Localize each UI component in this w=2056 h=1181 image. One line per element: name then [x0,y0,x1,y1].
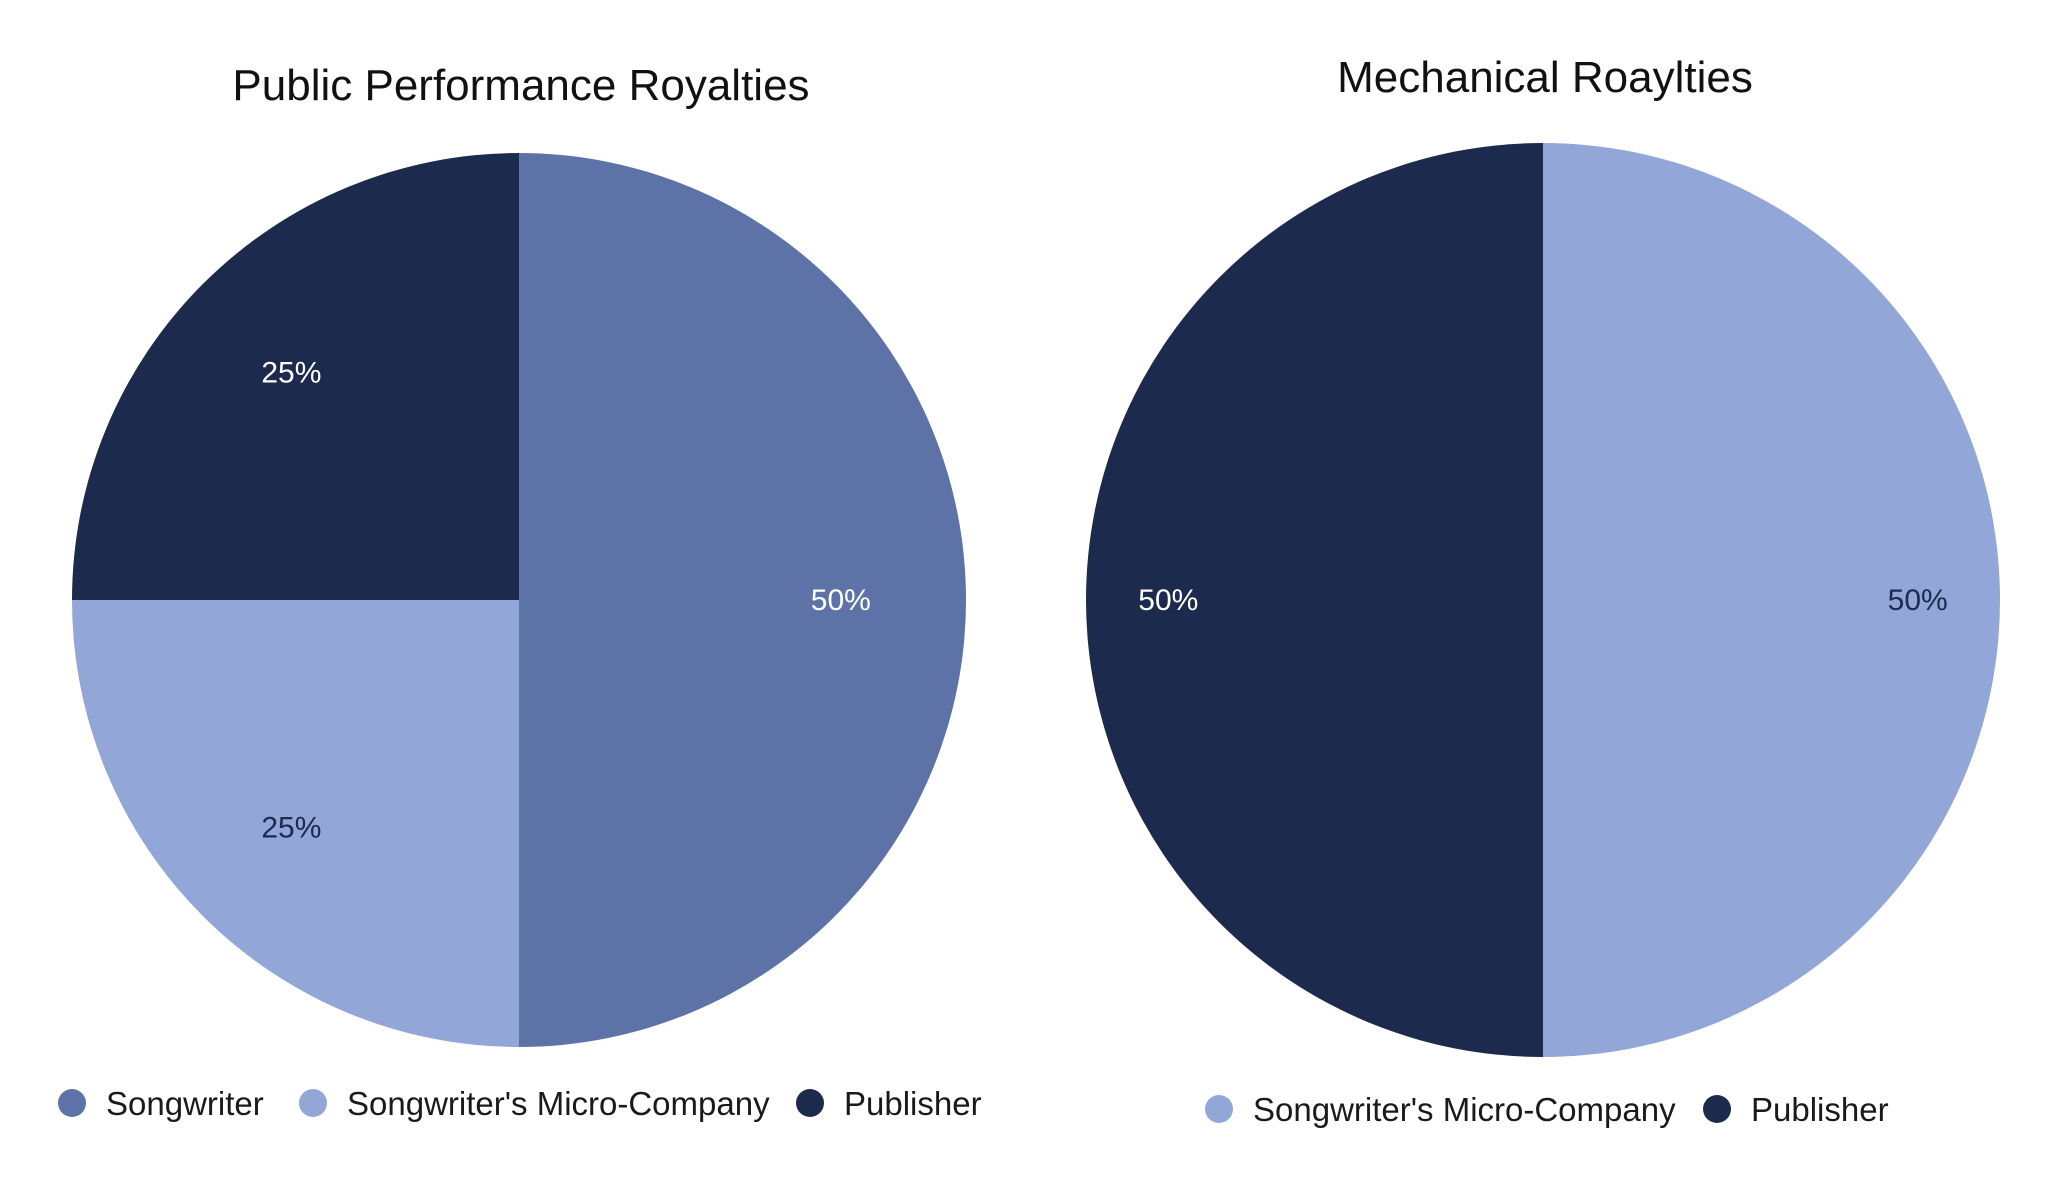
legend-swatch-icon [299,1089,327,1117]
pie-slice-songwriter-s-micro-company [72,600,519,1047]
pie-slice-publisher [72,153,519,600]
chart-title: Mechanical Roaylties [1337,53,1753,102]
pie-slices [72,153,966,1047]
legend-item-publisher: Publisher [796,1085,982,1122]
legend-item-songwriter-s-micro-company: Songwriter's Micro-Company [1205,1091,1676,1128]
pie-labels: 50% 50% [1138,584,1947,617]
pie-slice-songwriter-s-micro-company [1543,143,2000,1057]
mechanical-royalties-chart: Mechanical Roaylties 50% 50% Songwriter's… [1086,53,2000,1128]
legend-item-songwriter-s-micro-company: Songwriter's Micro-Company [299,1085,770,1122]
pie-slice-publisher [1086,143,1543,1057]
legend-swatch-icon [796,1089,824,1117]
chart-title: Public Performance Royalties [232,61,809,110]
slice-label-songwriter: 50% [811,584,871,617]
pie-slice-songwriter [519,153,966,1047]
slice-label-publisher: 50% [1138,584,1198,617]
slice-label-publisher: 25% [261,356,321,389]
legend-item-songwriter: Songwriter [58,1085,264,1122]
legend-item-publisher: Publisher [1703,1091,1889,1128]
legend-label: Songwriter's Micro-Company [347,1085,770,1122]
legend-label: Publisher [1751,1091,1889,1128]
legend: Songwriter's Micro-Company Publisher [1205,1091,1889,1128]
slice-label-songwriter-s-micro-company: 25% [261,812,321,845]
legend-swatch-icon [58,1089,86,1117]
pie-labels: 50% 25% 25% [261,356,870,844]
legend-swatch-icon [1703,1095,1731,1123]
legend-label: Songwriter [106,1085,264,1122]
slice-label-songwriter-s-micro-company: 50% [1888,584,1948,617]
legend-label: Songwriter's Micro-Company [1253,1091,1676,1128]
legend-label: Publisher [844,1085,982,1122]
public-performance-chart: Public Performance Royalties 50% 25% 25% S… [58,61,982,1122]
legend-swatch-icon [1205,1095,1233,1123]
pie-slices [1086,143,2000,1057]
legend: Songwriter Songwriter's Micro-Company Publ… [58,1085,982,1122]
